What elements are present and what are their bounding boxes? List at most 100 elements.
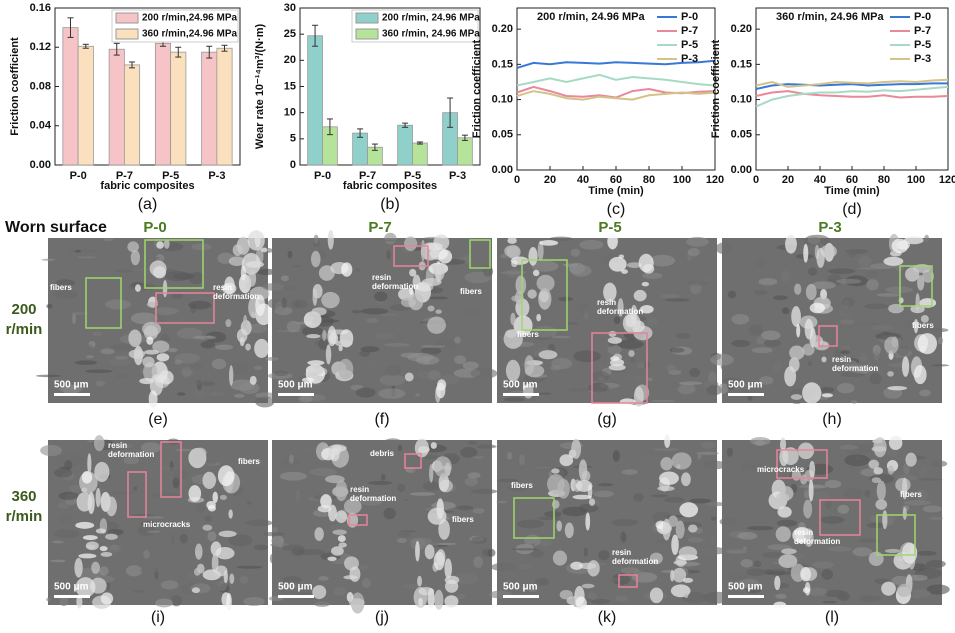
sem-texture [397,444,403,452]
sem-texture [903,500,932,506]
sem-texture [796,458,806,471]
sem-fiber [251,311,256,318]
sem-fiber [649,552,663,565]
sem-fiber [306,333,321,339]
sem-texture [753,560,762,568]
sem-texture [115,446,122,457]
sem-texture [281,275,289,282]
sem-fiber [556,520,563,532]
sem-fiber [232,244,243,256]
sem-texture [181,366,192,378]
sem-texture [51,540,64,544]
sem-fiber [404,236,418,252]
sem-texture [807,236,821,244]
sem-fiber [433,264,445,281]
sem-fiber [809,335,824,347]
sem-fiber [882,510,888,530]
sem-texture [678,381,703,385]
sem-fiber [804,528,814,547]
sem-texture [537,516,563,521]
sem-fiber [349,566,361,582]
sem-texture [689,367,701,378]
y-tick-label: 0.00 [492,164,513,176]
sem-texture [318,576,329,581]
sem-fiber [660,457,673,471]
panel-label: (k) [598,609,617,626]
sem-texture [374,291,388,302]
sem-texture [105,299,131,310]
sem-fiber [802,343,815,356]
sem-fiber [779,437,787,452]
sem-texture [192,388,207,398]
sem-fiber [905,452,917,467]
annotation-box [85,277,122,329]
sem-texture [546,370,563,383]
sem-texture [538,392,552,395]
sem-texture [274,370,289,377]
sem-fiber [312,288,318,306]
sem-texture [840,372,865,378]
sem-texture [719,517,738,526]
annotation-box [819,499,861,536]
sem-texture [687,537,704,543]
x-tick-label: 0 [514,174,520,186]
sem-fiber [881,581,896,596]
sem-texture [330,524,351,532]
sem-fiber [571,438,582,460]
scale-bar [54,393,90,396]
sem-fiber [128,349,145,359]
sem-texture [282,544,305,551]
sem-fiber [883,256,904,266]
sem-fiber [527,289,537,299]
scale-label: 500 μm [54,380,89,391]
sem-texture [123,456,140,465]
sem-texture [100,348,115,355]
sem-fiber [570,561,584,570]
x-axis-label: Time (min) [824,185,880,197]
sem-texture [885,286,913,294]
sem-texture [666,364,677,372]
y-tick-label: 20 [284,54,296,66]
sem-texture [807,267,818,276]
sem-fiber [217,465,235,487]
sem-fiber [328,504,337,522]
sem-fiber [427,316,446,334]
sem-fiber [617,298,624,317]
sem-texture [86,355,94,359]
sem-texture [54,468,73,478]
sem-texture [110,344,137,352]
sem-texture [529,549,545,558]
bar [154,42,172,166]
sem-texture [143,549,150,559]
sem-texture [160,580,179,590]
sem-texture [380,474,386,481]
panel-label: (g) [597,411,617,428]
sem-fiber [95,487,101,508]
sem-fiber [587,560,600,577]
sem-texture [470,488,498,494]
scale-label: 500 μm [728,380,763,391]
sem-texture [351,309,363,314]
sem-texture [758,278,778,286]
sem-fiber [219,494,227,500]
sem-texture [853,322,880,326]
sem-texture [859,353,867,362]
sem-texture [209,392,226,396]
sem-texture [848,248,857,258]
y-tick-label: 30 [284,2,296,14]
sem-fiber [229,573,235,585]
legend-swatch [115,28,139,40]
sem-texture [746,568,766,577]
y-tick-label: 0.20 [731,23,752,35]
sem-texture [701,441,717,449]
sem-texture [397,483,406,493]
sem-texture [811,281,836,290]
sem-texture [404,498,409,501]
sem-texture [650,399,676,403]
sem-fiber [243,314,248,329]
sem-texture [613,316,621,325]
panel-label: (c) [607,201,626,218]
sem-fiber [332,529,347,535]
sem-fiber [229,365,234,386]
sem-fiber [888,435,903,451]
